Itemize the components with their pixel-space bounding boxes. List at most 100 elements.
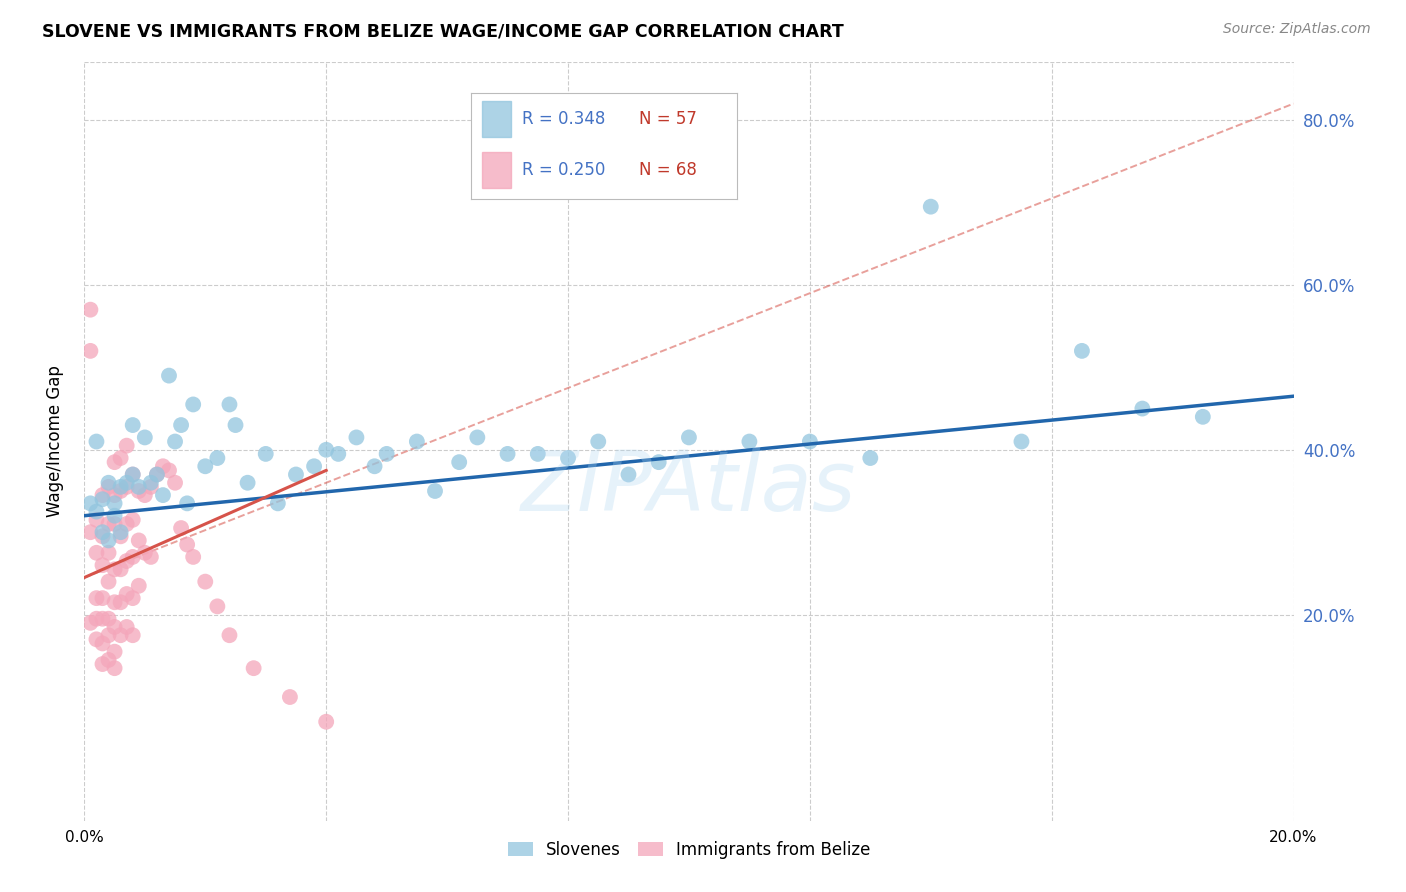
Point bbox=[496, 447, 519, 461]
Point bbox=[115, 620, 138, 634]
Point bbox=[115, 475, 138, 490]
Point bbox=[315, 714, 337, 729]
Point bbox=[128, 483, 150, 498]
Point bbox=[91, 529, 114, 543]
Point bbox=[315, 442, 337, 457]
Point bbox=[115, 516, 138, 531]
Point bbox=[278, 690, 301, 704]
Point bbox=[91, 657, 114, 671]
Point bbox=[97, 653, 120, 667]
Point bbox=[146, 467, 169, 482]
Point bbox=[242, 661, 264, 675]
Point bbox=[406, 434, 429, 449]
Point bbox=[1071, 343, 1094, 358]
Point bbox=[115, 480, 138, 494]
Point bbox=[181, 397, 204, 411]
Point bbox=[467, 430, 489, 444]
Point bbox=[121, 549, 143, 564]
Point bbox=[236, 475, 259, 490]
Point bbox=[104, 595, 127, 609]
Point bbox=[104, 508, 127, 523]
Point bbox=[110, 562, 132, 576]
Point bbox=[346, 430, 368, 444]
Point bbox=[115, 439, 138, 453]
Point bbox=[104, 562, 127, 576]
Point bbox=[104, 661, 127, 675]
Point bbox=[678, 430, 700, 444]
Point bbox=[157, 463, 180, 477]
Point bbox=[91, 488, 114, 502]
Point bbox=[97, 628, 120, 642]
Point bbox=[134, 488, 156, 502]
Point bbox=[86, 513, 108, 527]
Point bbox=[207, 599, 229, 614]
Point bbox=[97, 480, 120, 494]
Y-axis label: Wage/Income Gap: Wage/Income Gap bbox=[45, 366, 63, 517]
Point bbox=[134, 430, 156, 444]
Point bbox=[302, 459, 325, 474]
Point bbox=[165, 475, 187, 490]
Point bbox=[617, 467, 640, 482]
Point bbox=[859, 450, 882, 465]
Point bbox=[79, 343, 101, 358]
Point bbox=[104, 455, 127, 469]
Point bbox=[218, 397, 240, 411]
Point bbox=[91, 612, 114, 626]
Text: SLOVENE VS IMMIGRANTS FROM BELIZE WAGE/INCOME GAP CORRELATION CHART: SLOVENE VS IMMIGRANTS FROM BELIZE WAGE/I… bbox=[42, 22, 844, 40]
Point bbox=[121, 418, 143, 433]
Point bbox=[91, 525, 114, 540]
Point bbox=[181, 549, 204, 564]
Point bbox=[104, 496, 127, 510]
Point bbox=[86, 505, 108, 519]
Point bbox=[176, 537, 198, 551]
Point bbox=[110, 483, 132, 498]
Point bbox=[285, 467, 308, 482]
Point bbox=[86, 612, 108, 626]
Point bbox=[1130, 401, 1153, 416]
Point bbox=[97, 533, 120, 548]
Point bbox=[920, 200, 942, 214]
Point bbox=[139, 475, 162, 490]
Point bbox=[104, 620, 127, 634]
Point bbox=[110, 529, 132, 543]
Point bbox=[207, 450, 229, 465]
Point bbox=[110, 525, 132, 540]
Point bbox=[128, 579, 150, 593]
Point bbox=[97, 475, 120, 490]
Point bbox=[110, 480, 132, 494]
Point bbox=[121, 591, 143, 606]
Point bbox=[110, 450, 132, 465]
Point bbox=[170, 521, 193, 535]
Point bbox=[115, 587, 138, 601]
Point bbox=[104, 516, 127, 531]
Point bbox=[375, 447, 398, 461]
Point bbox=[363, 459, 385, 474]
Point bbox=[104, 645, 127, 659]
Point bbox=[527, 447, 550, 461]
Point bbox=[328, 447, 350, 461]
Point bbox=[165, 434, 187, 449]
Point bbox=[86, 434, 108, 449]
Point bbox=[557, 450, 579, 465]
Point bbox=[86, 591, 108, 606]
Point bbox=[110, 628, 132, 642]
Point bbox=[1011, 434, 1033, 449]
Point bbox=[176, 496, 198, 510]
Point bbox=[97, 574, 120, 589]
Point bbox=[449, 455, 471, 469]
Point bbox=[152, 488, 174, 502]
Point bbox=[79, 302, 101, 317]
Point bbox=[194, 459, 217, 474]
Point bbox=[121, 628, 143, 642]
Point bbox=[91, 636, 114, 650]
Text: ZIPAtlas: ZIPAtlas bbox=[522, 447, 856, 527]
Point bbox=[128, 533, 150, 548]
Point bbox=[91, 558, 114, 573]
Point bbox=[194, 574, 217, 589]
Point bbox=[86, 546, 108, 560]
Text: Source: ZipAtlas.com: Source: ZipAtlas.com bbox=[1223, 22, 1371, 37]
Point bbox=[1192, 409, 1215, 424]
Point bbox=[97, 546, 120, 560]
Point bbox=[79, 615, 101, 630]
Point bbox=[225, 418, 247, 433]
